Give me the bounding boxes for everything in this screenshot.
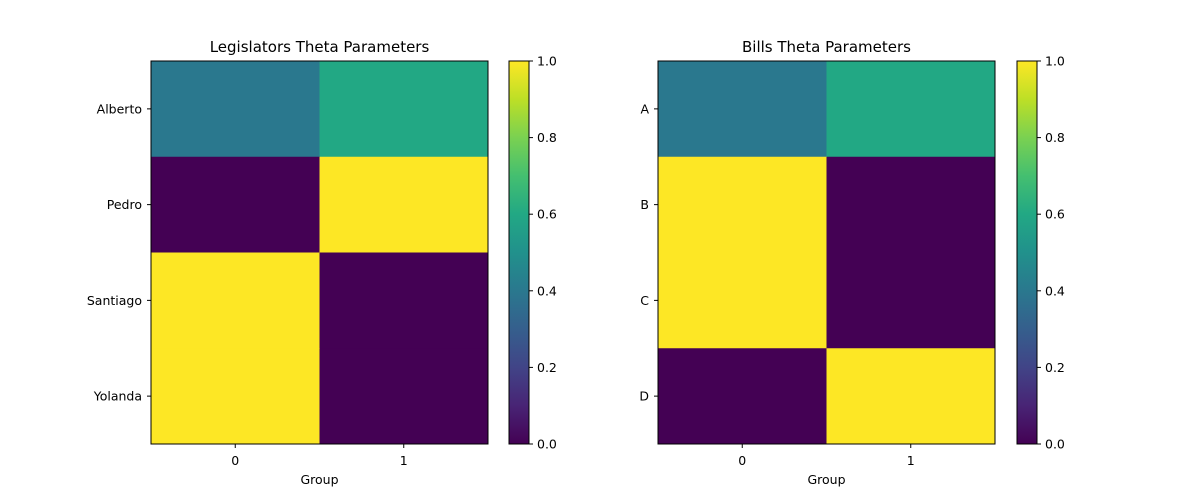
- right-y-tick-label: D: [639, 389, 649, 404]
- left-colorbar-tick-label: 0.6: [537, 207, 557, 222]
- left-x-axis-label: Group: [300, 472, 338, 487]
- left-colorbar: [509, 61, 529, 444]
- right-y-tick-label: A: [640, 101, 649, 116]
- right-heatmap-cell: [658, 156, 827, 253]
- left-colorbar-tick-label: 0.0: [537, 437, 557, 452]
- right-heatmap-cell: [658, 61, 827, 158]
- left-x-tick-label: 1: [400, 453, 408, 468]
- right-plot-frame: [657, 60, 996, 445]
- left-colorbar-tick-label: 0.2: [537, 360, 557, 375]
- right-chart-title: Bills Theta Parameters: [742, 38, 911, 56]
- right-heatmap-cell: [826, 252, 996, 349]
- left-heatmap-cell: [151, 252, 320, 349]
- right-heatmap-cell: [826, 348, 996, 445]
- left-chart-title: Legislators Theta Parameters: [210, 38, 430, 56]
- right-x-axis-label: Group: [807, 472, 845, 487]
- left-y-tick-label: Santiago: [87, 293, 142, 308]
- left-heatmap-cell: [151, 156, 320, 253]
- left-x-tick-label: 0: [231, 453, 239, 468]
- left-heatmap-cell: [151, 61, 320, 158]
- right-y-tick-label: B: [640, 197, 649, 212]
- right-colorbar-tick-label: 0.6: [1045, 207, 1065, 222]
- right-colorbar: [1017, 61, 1037, 444]
- left-heatmap-cell: [319, 156, 489, 253]
- left-y-tick-label: Alberto: [97, 101, 142, 116]
- left-colorbar-tick-label: 0.4: [537, 283, 557, 298]
- left-heatmap-group: Legislators Theta Parameters Alberto Pedro…: [87, 38, 557, 487]
- right-colorbar-tick-label: 0.4: [1045, 283, 1065, 298]
- left-colorbar-tick-label: 1.0: [537, 54, 557, 69]
- left-y-tick-label: Yolanda: [93, 389, 142, 404]
- left-heatmap-cell: [319, 252, 489, 349]
- right-heatmap-cell: [658, 252, 827, 349]
- left-heatmap-cell: [151, 348, 320, 445]
- left-y-tick-label: Pedro: [107, 197, 142, 212]
- left-colorbar-frame: [508, 60, 530, 445]
- left-heatmap-cell: [319, 61, 489, 158]
- right-heatmap-cell: [658, 348, 827, 445]
- right-y-tick-label: C: [640, 293, 649, 308]
- right-colorbar-tick-label: 0.8: [1045, 130, 1065, 145]
- right-colorbar-tick-label: 1.0: [1045, 54, 1065, 69]
- right-colorbar-tick-label: 0.2: [1045, 360, 1065, 375]
- right-heatmap-cell: [826, 61, 996, 158]
- right-heatmap-group: Bills Theta Parameters A B C D 0 1 Group 0.0 0.2 0…: [639, 38, 1065, 487]
- left-plot-frame: [150, 60, 489, 445]
- left-colorbar-tick-label: 0.8: [537, 130, 557, 145]
- right-heatmap-cell: [826, 156, 996, 253]
- right-x-tick-label: 0: [738, 453, 746, 468]
- right-x-tick-label: 1: [907, 453, 915, 468]
- left-heatmap-cell: [319, 348, 489, 445]
- right-colorbar-tick-label: 0.0: [1045, 437, 1065, 452]
- right-colorbar-frame: [1016, 60, 1038, 445]
